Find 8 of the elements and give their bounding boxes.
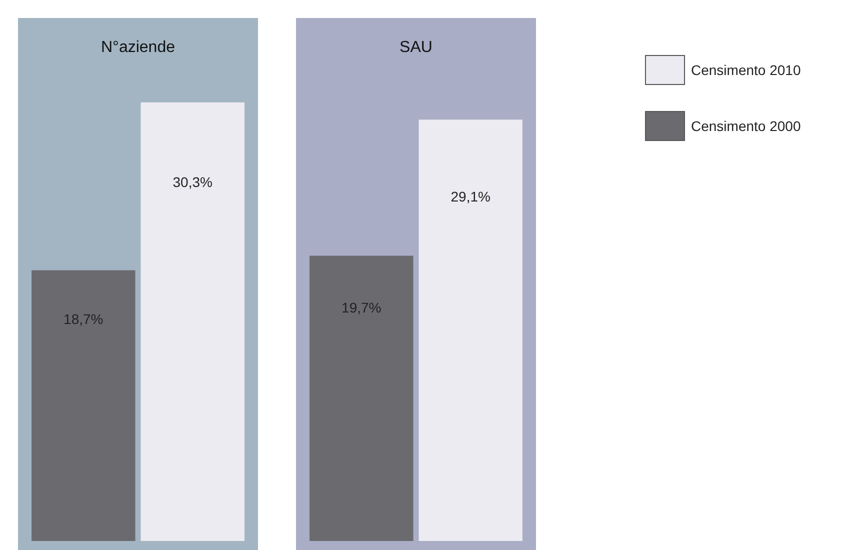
chart-title: N°aziende bbox=[101, 39, 176, 56]
legend-label: Censimento 2000 bbox=[691, 118, 801, 134]
text: Censimento 2010 bbox=[691, 62, 801, 78]
data-label: 19,7% bbox=[342, 299, 382, 316]
data-label: 29,1% bbox=[450, 188, 490, 204]
chart-title: SAU bbox=[400, 39, 432, 56]
data-label: 18,7% bbox=[64, 311, 104, 328]
data-label: 30,3% bbox=[172, 174, 212, 190]
